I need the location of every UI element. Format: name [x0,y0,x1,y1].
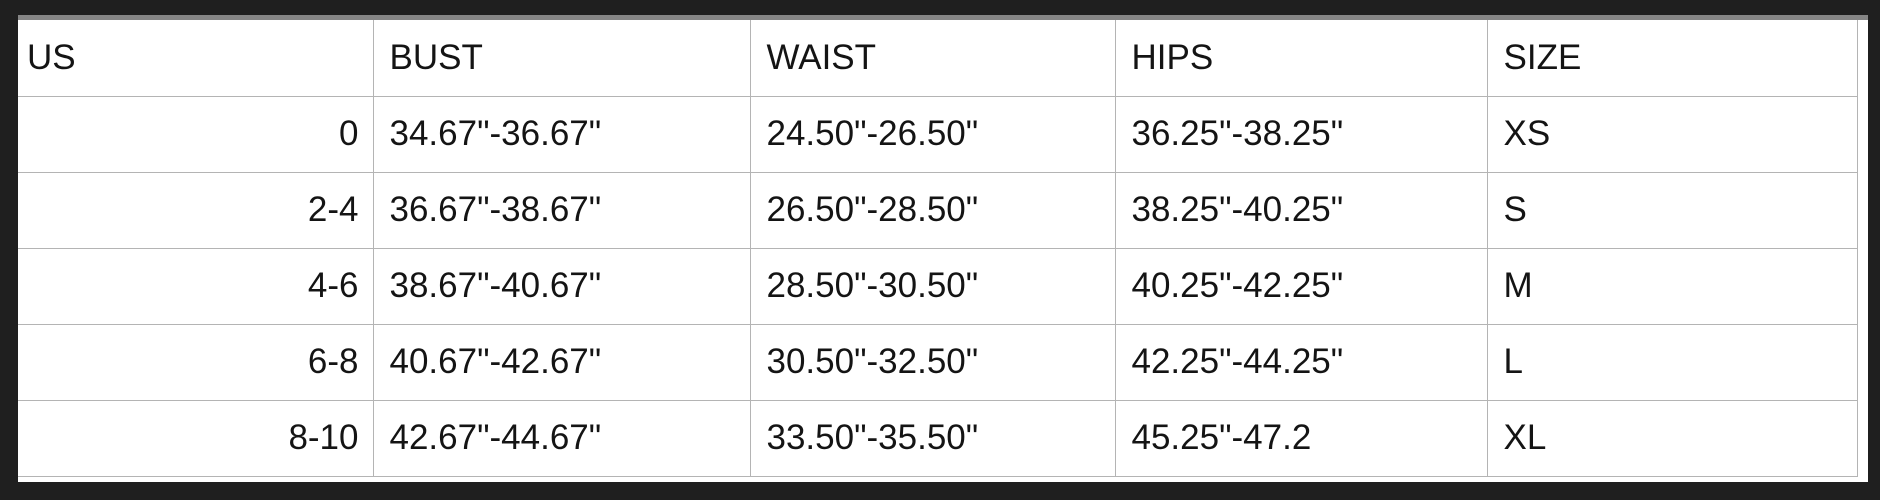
table-row: 6-8 40.67"-42.67" 30.50"-32.50" 42.25"-4… [18,323,1858,401]
cell-bust: 40.67"-42.67" [372,323,751,401]
cell-bust: 38.67"-40.67" [372,247,751,325]
cell-bust: 36.67"-38.67" [372,171,751,249]
cell-size: M [1486,247,1858,325]
cell-waist: 33.50"-35.50" [749,399,1116,477]
cell-size: XS [1486,95,1858,173]
column-header-waist: WAIST [749,20,1116,97]
cell-hips: 42.25"-44.25" [1114,323,1488,401]
size-chart-table: US BUST WAIST HIPS SIZE 0 34.67"-36.67" … [18,20,1858,477]
cell-size: L [1486,323,1858,401]
cell-waist: 24.50"-26.50" [749,95,1116,173]
column-header-size: SIZE [1486,20,1858,97]
header-row: US BUST WAIST HIPS SIZE [18,20,1858,97]
cell-bust: 34.67"-36.67" [372,95,751,173]
cell-waist: 26.50"-28.50" [749,171,1116,249]
cell-hips: 40.25"-42.25" [1114,247,1488,325]
cell-waist: 28.50"-30.50" [749,247,1116,325]
size-chart-panel: US BUST WAIST HIPS SIZE 0 34.67"-36.67" … [18,15,1868,482]
table-row: 4-6 38.67"-40.67" 28.50"-30.50" 40.25"-4… [18,247,1858,325]
cell-us: 2-4 [18,171,374,249]
cell-us: 8-10 [18,399,374,477]
cell-hips: 45.25"-47.2 [1114,399,1488,477]
cell-hips: 36.25"-38.25" [1114,95,1488,173]
column-header-hips: HIPS [1114,20,1488,97]
cell-hips: 38.25"-40.25" [1114,171,1488,249]
cell-us: 0 [18,95,374,173]
cell-us: 4-6 [18,247,374,325]
table-row: 8-10 42.67"-44.67" 33.50"-35.50" 45.25"-… [18,399,1858,477]
cell-us: 6-8 [18,323,374,401]
table-row: 2-4 36.67"-38.67" 26.50"-28.50" 38.25"-4… [18,171,1858,249]
column-header-bust: BUST [372,20,751,97]
column-header-us: US [18,20,374,97]
cell-bust: 42.67"-44.67" [372,399,751,477]
table-row: 0 34.67"-36.67" 24.50"-26.50" 36.25"-38.… [18,95,1858,173]
cell-size: S [1486,171,1858,249]
cell-size: XL [1486,399,1858,477]
cell-waist: 30.50"-32.50" [749,323,1116,401]
